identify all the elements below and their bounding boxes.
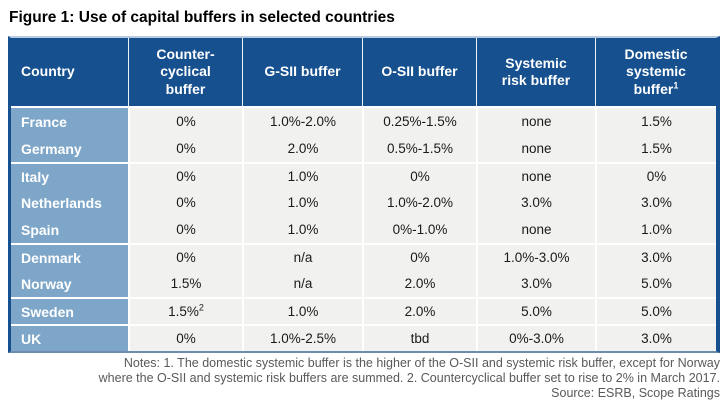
source-line: Source: ESRB, Scope Ratings [551, 386, 720, 400]
table-row-norway: Norway 1.5% n/a 2.0% 3.0% 5.0% [11, 270, 716, 297]
value-cell: none [476, 216, 595, 243]
value-cell: 1.0% [242, 216, 362, 243]
country-cell: UK [11, 324, 128, 351]
table-row-spain: Spain 0% 1.0% 0%-1.0% none 1.0% [11, 216, 716, 243]
col-header-gsii-buffer: G-SII buffer [242, 38, 362, 108]
country-cell: Denmark [11, 243, 128, 270]
country-cell: Norway [11, 270, 128, 297]
value-cell: 2.0% [242, 135, 362, 162]
value-cell: 1.0% [242, 297, 362, 324]
country-cell: Spain [11, 216, 128, 243]
value-cell: 1.0%-3.0% [476, 243, 595, 270]
value-cell: none [476, 135, 595, 162]
col-header-systemic-risk-buffer: Systemic risk buffer [476, 38, 595, 108]
value-cell: none [476, 108, 595, 135]
value-cell: 0% [128, 135, 242, 162]
country-cell: Sweden [11, 297, 128, 324]
value-cell: 0%-3.0% [476, 324, 595, 351]
table-row-sweden: Sweden 1.5%2 1.0% 2.0% 5.0% 5.0% [11, 297, 716, 324]
value-cell: 0% [128, 162, 242, 189]
table-row-italy: Italy 0% 1.0% 0% none 0% [11, 162, 716, 189]
value-cell: n/a [242, 270, 362, 297]
table-header-row: Country Counter-cyclical buffer G-SII buffe… [11, 38, 716, 108]
value-cell: 1.5%2 [128, 297, 242, 324]
table-row-netherlands: Netherlands 0% 1.0% 1.0%-2.0% 3.0% 3.0% [11, 189, 716, 216]
value-cell: 0% [362, 162, 476, 189]
value-cell: 0.5%-1.5% [362, 135, 476, 162]
figure-title: Figure 1: Use of capital buffers in sele… [9, 9, 395, 26]
value-cell: 1.0%-2.5% [242, 324, 362, 351]
notes: Notes: 1. The domestic systemic buffer i… [8, 356, 720, 401]
value-cell: 0% [595, 162, 716, 189]
value-cell: tbd [362, 324, 476, 351]
value-cell: 1.0% [595, 216, 716, 243]
value-cell: 0.25%-1.5% [362, 108, 476, 135]
table-row-denmark: Denmark 0% n/a 0% 1.0%-3.0% 3.0% [11, 243, 716, 270]
value-cell: 1.0%-2.0% [362, 189, 476, 216]
value-cell: 3.0% [595, 189, 716, 216]
value-cell: 5.0% [595, 297, 716, 324]
value-cell: 1.0% [242, 162, 362, 189]
notes-line-1: Notes: 1. The domestic systemic buffer i… [123, 356, 720, 370]
value-cell: 0%-1.0% [362, 216, 476, 243]
value-cell: 0% [128, 243, 242, 270]
table-row-germany: Germany 0% 2.0% 0.5%-1.5% none 1.5% [11, 135, 716, 162]
table-row-france: France 0% 1.0%-2.0% 0.25%-1.5% none 1.5% [11, 108, 716, 135]
value-cell: 1.0% [242, 189, 362, 216]
notes-line-2: where the O-SII and systemic risk buffer… [98, 371, 720, 385]
value-cell: 0% [128, 108, 242, 135]
value-cell: 0% [128, 189, 242, 216]
table: Country Counter-cyclical buffer G-SII buffe… [11, 38, 716, 351]
col-header-domestic-systemic-buffer: Domestic systemic buffer1 [595, 38, 716, 108]
value-cell: 3.0% [595, 324, 716, 351]
country-cell: Germany [11, 135, 128, 162]
value-cell: 3.0% [476, 270, 595, 297]
value-cell: 1.5% [595, 135, 716, 162]
col-header-countercyclical-buffer: Counter-cyclical buffer [128, 38, 242, 108]
country-cell: Netherlands [11, 189, 128, 216]
country-cell: Italy [11, 162, 128, 189]
col-header-country: Country [11, 38, 128, 108]
value-cell: 1.0%-2.0% [242, 108, 362, 135]
value-cell: 5.0% [476, 297, 595, 324]
value-cell: 1.5% [128, 270, 242, 297]
value-cell: 3.0% [595, 243, 716, 270]
value-cell: 2.0% [362, 270, 476, 297]
value-cell: none [476, 162, 595, 189]
value-cell: 2.0% [362, 297, 476, 324]
value-cell: 0% [362, 243, 476, 270]
value-cell: 0% [128, 324, 242, 351]
capital-buffers-table: Country Counter-cyclical buffer G-SII buffe… [8, 36, 720, 353]
value-cell: 3.0% [476, 189, 595, 216]
value-cell: n/a [242, 243, 362, 270]
col-header-osii-buffer: O-SII buffer [362, 38, 476, 108]
table-row-uk: UK 0% 1.0%-2.5% tbd 0%-3.0% 3.0% [11, 324, 716, 351]
value-cell: 0% [128, 216, 242, 243]
value-cell: 1.5% [595, 108, 716, 135]
country-cell: France [11, 108, 128, 135]
value-cell: 5.0% [595, 270, 716, 297]
